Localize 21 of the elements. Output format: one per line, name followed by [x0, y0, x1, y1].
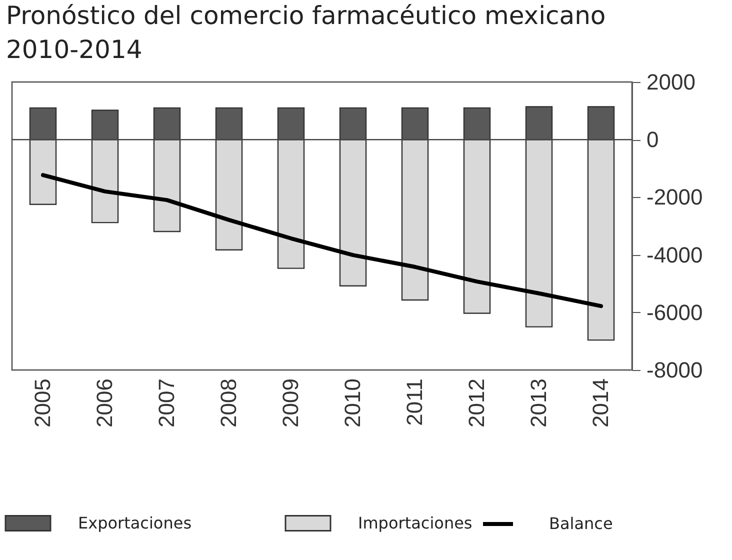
x-tick-label: 2011	[402, 378, 427, 426]
x-tick-label: 2005	[30, 378, 55, 428]
legend-label: Exportaciones	[78, 513, 192, 532]
x-tick-label: 2007	[154, 378, 179, 428]
x-tick-label: 2006	[92, 378, 117, 428]
x-tick-label: 2010	[340, 378, 365, 428]
y-tick-label: 2000	[646, 70, 696, 94]
y-tick-label: -2000	[646, 184, 703, 210]
legend-label: Balance	[549, 514, 613, 533]
x-tick-label: 2008	[216, 378, 241, 428]
line-series	[41, 173, 603, 308]
y-tick-label: 0	[646, 127, 659, 152]
y-tick-label: -6000	[646, 300, 703, 325]
y-tick-label: -4000	[646, 242, 703, 268]
chart-title: Pronóstico del comercio farmacéutico mexicano 2010-2014	[6, 1, 606, 64]
x-tick-label: 2009	[278, 378, 303, 428]
x-tick-label: 2013	[526, 378, 551, 428]
x-tick-label: 2012	[464, 378, 489, 428]
x-tick-label: 2014	[588, 378, 613, 428]
y-tick-label: -8000	[646, 358, 703, 382]
legend-label: Importaciones	[358, 513, 472, 532]
